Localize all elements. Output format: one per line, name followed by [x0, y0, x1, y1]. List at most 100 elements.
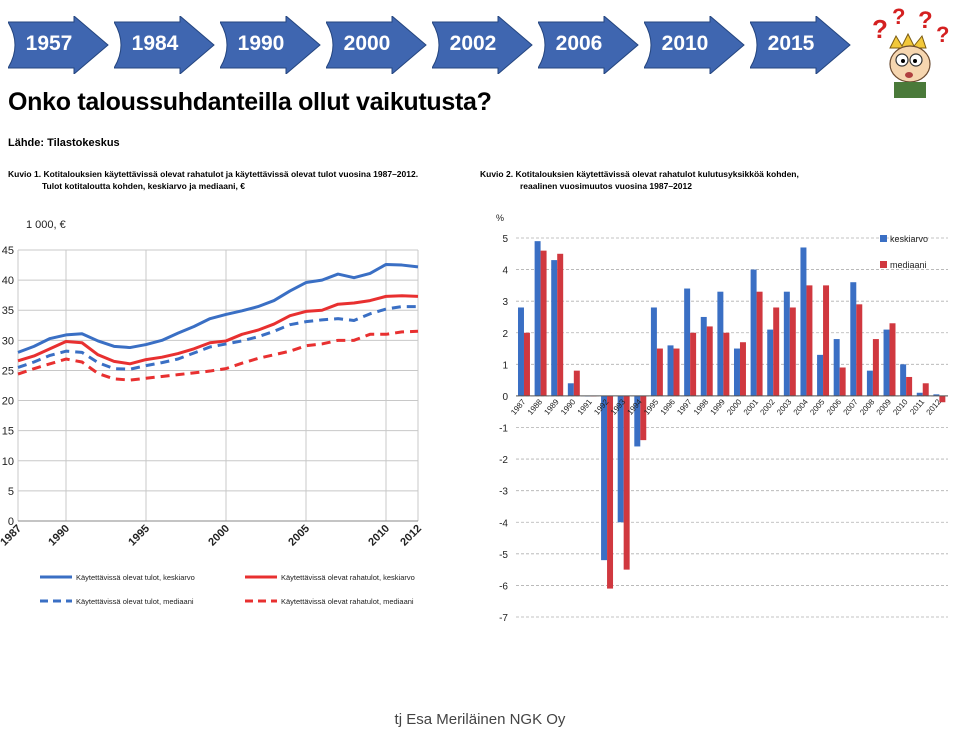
question-mark-icon: ? [872, 14, 888, 44]
x-tick-label: 2005 [286, 523, 312, 549]
timeline-year-label: 1957 [25, 32, 73, 55]
y-tick-label: 4 [502, 266, 508, 277]
bar [872, 339, 879, 396]
x-tick-label: 2006 [825, 397, 844, 417]
x-tick-label: 2008 [858, 397, 877, 417]
timeline-arrow-2015: 2015 [750, 16, 852, 74]
legend-label: keskiarvo [890, 234, 928, 244]
x-tick-label: 1987 [0, 523, 24, 549]
timeline-arrow-2010: 2010 [644, 16, 746, 74]
x-tick-label: 2012 [398, 523, 424, 549]
y-tick-label: 15 [2, 426, 14, 438]
bar [817, 354, 824, 396]
figure-2-caption: Kuvio 2. Kotitalouksien käytettävissä ol… [480, 168, 950, 192]
bar [650, 307, 657, 396]
series-line [17, 294, 419, 366]
bar [700, 316, 707, 396]
y-tick-label: 0 [502, 392, 508, 403]
timeline-arrow-2000: 2000 [326, 16, 428, 74]
x-tick-label: 2000 [725, 397, 744, 417]
bar [640, 395, 647, 441]
bar [557, 253, 564, 396]
y-tick-label: -2 [499, 455, 508, 466]
bar [806, 285, 813, 396]
x-tick-label: 1989 [542, 397, 561, 417]
bar [756, 291, 763, 396]
y-tick-label: 35 [2, 305, 14, 317]
bar [933, 394, 940, 396]
x-tick-label: 1990 [46, 523, 72, 549]
bar [534, 241, 541, 396]
bar [883, 329, 890, 396]
year-timeline: 1957 1984 1990 2000 2002 2006 2010 2015 [8, 8, 868, 80]
bar [773, 307, 780, 396]
bar [750, 269, 757, 396]
series-line [17, 262, 419, 354]
bar [634, 395, 641, 447]
x-tick-label: 1996 [659, 397, 678, 417]
bar [517, 307, 524, 396]
timeline-year-label: 2000 [343, 32, 391, 55]
figure-2-label: Kuvio 2. [480, 169, 514, 179]
x-tick-label: 2004 [792, 397, 811, 417]
figure-1-line2: Tulot kotitaloutta kohden, keskiarvo ja … [42, 181, 245, 191]
unit-label: % [496, 213, 504, 223]
bar [767, 329, 774, 396]
bar [783, 291, 790, 396]
figure-2-line2: reaalinen vuosimuutos vuosina 1987–2012 [520, 181, 692, 191]
figure-1-label: Kuvio 1. [8, 169, 42, 179]
x-tick-label: 1991 [576, 397, 595, 417]
x-tick-label: 2010 [891, 397, 910, 417]
legend-label: mediaani [890, 260, 927, 270]
bar [717, 291, 724, 396]
unit-label: 1 000, € [26, 219, 66, 231]
bar [739, 342, 746, 396]
x-tick-label: 1987 [509, 397, 528, 417]
y-tick-label: -7 [499, 613, 508, 624]
y-tick-label: 10 [2, 456, 14, 468]
bar [850, 282, 857, 396]
source-label: Lähde: Tilastokeskus [8, 137, 120, 149]
bar [706, 326, 713, 396]
bar [573, 370, 580, 396]
income-line-chart: 1 000, € 0 5 10 15 20 25 30 35 40 45 1987 1990 1995 20… [0, 219, 424, 606]
bar [623, 395, 630, 570]
bar [656, 348, 663, 396]
y-tick-label: 25 [2, 365, 14, 377]
timeline-year-label: 2002 [449, 32, 497, 55]
x-tick-label: 2003 [775, 397, 794, 417]
bar [601, 395, 608, 561]
y-tick-label: 30 [2, 335, 14, 347]
question-mark-icon: ? [936, 22, 949, 47]
y-tick-label: -4 [499, 518, 508, 529]
y-tick-label: 2 [502, 329, 508, 340]
x-tick-label: 1998 [692, 397, 711, 417]
question-mark-icon: ? [892, 4, 905, 29]
x-tick-label: 2001 [742, 397, 761, 417]
x-tick-label: 1990 [559, 397, 578, 417]
legend-label: Käytettävissä olevat tulot, keskiarvo [76, 573, 195, 582]
y-tick-label: 5 [8, 486, 14, 498]
x-tick-label: 1988 [526, 397, 545, 417]
x-tick-label: 1997 [675, 397, 694, 417]
bar [567, 383, 574, 396]
bar [789, 307, 796, 396]
confused-person-illustration: ? ? ? ? [868, 2, 956, 98]
timeline-year-label: 2010 [661, 32, 709, 55]
page-title: Onko taloussuhdanteilla ollut vaikutusta… [8, 88, 492, 116]
legend-swatch [880, 261, 887, 268]
bar [551, 260, 558, 396]
x-tick-label: 2005 [808, 397, 827, 417]
series-line [17, 329, 419, 382]
timeline-year-label: 2006 [555, 32, 603, 55]
x-tick-label: 1995 [126, 523, 152, 549]
x-tick-label: 2002 [758, 397, 777, 417]
bar [833, 339, 840, 396]
x-tick-label: 2011 [908, 397, 926, 416]
y-tick-label: -1 [499, 424, 508, 435]
x-tick-label: 2009 [875, 397, 894, 417]
bar [684, 288, 691, 396]
y-tick-label: 20 [2, 396, 14, 408]
question-mark-icon: ? [918, 7, 933, 34]
income-change-bar-chart: %543210-1-2-3-4-5-6-71987198819891990199… [496, 213, 948, 624]
